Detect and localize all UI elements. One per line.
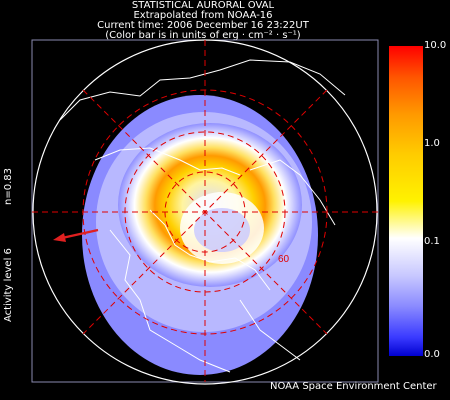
latitude-label-60: 60 (278, 254, 290, 265)
title: STATISTICAL AURORAL OVAL (131, 0, 275, 11)
colorbar-tick-10: 10.0 (424, 40, 447, 51)
colorbar-units: (Color bar is in units of erg · cm⁻² · s… (105, 30, 301, 41)
subtitle-source: Extrapolated from NOAA-16 (133, 10, 273, 21)
colorbar-tick-0-1: 0.1 (424, 236, 440, 247)
current-time: Current time: 2006 December 16 23:22UT (97, 20, 309, 31)
credit-footer: NOAA Space Environment Center (270, 381, 437, 392)
coastlines (59, 59, 346, 373)
lat-lon-grid (32, 40, 378, 382)
colorbar-tick-1: 1.0 (424, 138, 440, 149)
polar-cap (194, 208, 250, 252)
colorbar (388, 45, 424, 357)
colorbar-tick-0: 0.0 (424, 349, 440, 360)
sun-direction-arrow (53, 228, 99, 242)
